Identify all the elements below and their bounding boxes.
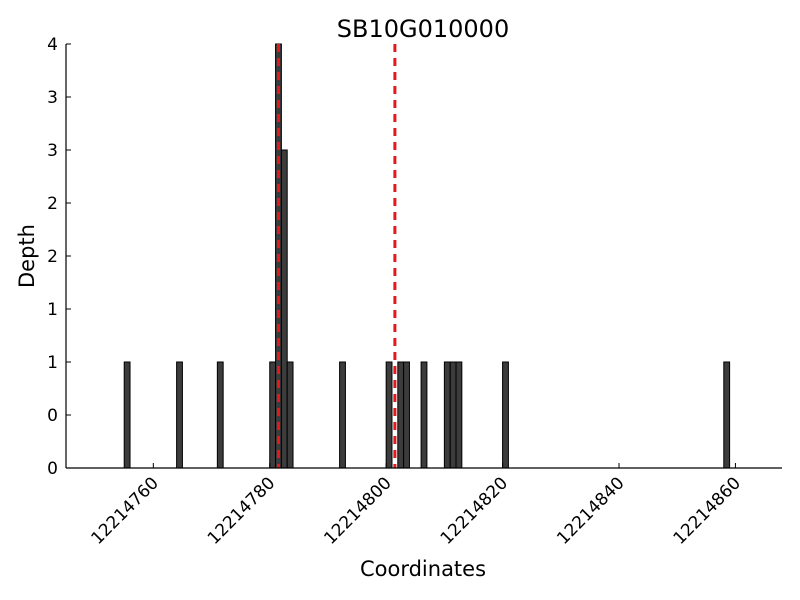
y-tick-label: 2	[47, 247, 58, 267]
bar	[723, 361, 731, 469]
y-axis-label: Depth	[15, 224, 39, 288]
bar	[339, 361, 346, 469]
x-tick-label: 12214860	[670, 473, 745, 548]
y-tick-label: 1	[47, 300, 58, 320]
y-tick-label: 0	[47, 406, 58, 426]
bar	[502, 361, 509, 469]
bar	[176, 361, 183, 469]
y-tick-label: 1	[47, 353, 58, 373]
bar	[443, 361, 451, 469]
bar	[269, 361, 277, 469]
x-tick-label: 12214820	[437, 473, 512, 548]
bar	[455, 361, 463, 469]
bar	[280, 149, 288, 469]
y-tick-label: 3	[47, 141, 58, 161]
bar	[397, 361, 405, 469]
bar	[123, 361, 131, 469]
bar	[286, 361, 294, 469]
chart-title: SB10G010000	[337, 15, 509, 43]
x-tick-label: 12214780	[204, 473, 279, 548]
bar	[216, 361, 224, 469]
reference-lines	[276, 44, 397, 468]
y-ticks-group: 0 0 1 1 2 2 3 3 4	[47, 35, 71, 479]
bar	[385, 361, 393, 469]
x-ticks-group: 12214760 12214780 12214800 12214820 12214840…	[88, 463, 745, 549]
x-tick-label: 12214840	[553, 473, 628, 548]
y-tick-label: 3	[47, 88, 58, 108]
x-axis-label: Coordinates	[360, 557, 486, 581]
bar	[420, 361, 428, 469]
y-tick-label: 2	[47, 194, 58, 214]
bars-group	[123, 43, 731, 469]
x-tick-label: 12214800	[320, 473, 395, 548]
x-tick-label: 12214760	[88, 473, 163, 548]
bar	[403, 361, 410, 469]
bar	[449, 361, 457, 469]
y-tick-label: 0	[47, 459, 58, 479]
y-tick-label: 4	[47, 35, 58, 55]
